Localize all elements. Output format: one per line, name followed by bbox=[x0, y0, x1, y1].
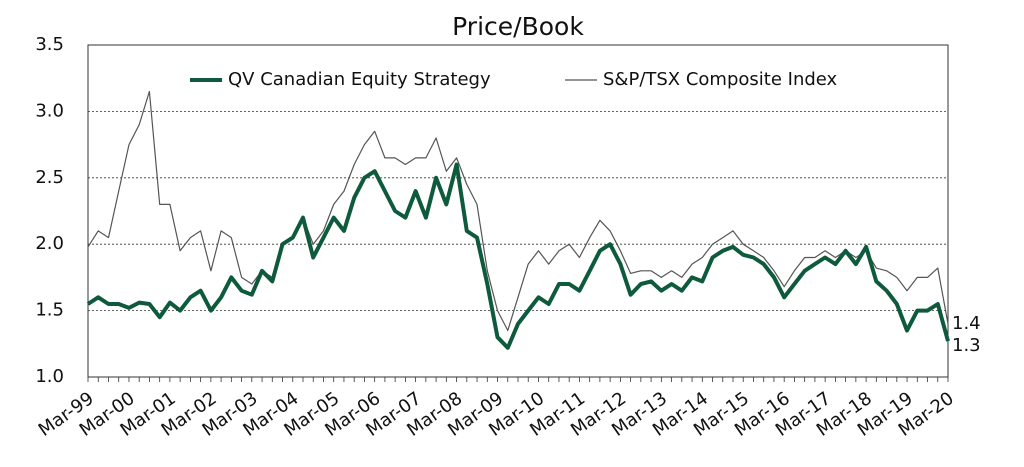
y-tick-label: 1.5 bbox=[35, 300, 64, 321]
series-line bbox=[87, 90, 949, 332]
series-line bbox=[86, 162, 950, 350]
y-tick-label: 2.0 bbox=[35, 233, 64, 254]
chart-title: Price/Book bbox=[452, 12, 584, 41]
y-tick-label: 2.5 bbox=[35, 167, 64, 188]
legend-label: S&P/TSX Composite Index bbox=[603, 69, 838, 90]
end-label: 1.3 bbox=[952, 335, 981, 356]
y-tick-label: 3.0 bbox=[35, 100, 64, 121]
y-tick-label: 1.0 bbox=[35, 366, 64, 387]
end-label: 1.4 bbox=[952, 313, 981, 334]
legend-label: QV Canadian Equity Strategy bbox=[228, 69, 491, 90]
y-tick-label: 3.5 bbox=[35, 34, 64, 55]
